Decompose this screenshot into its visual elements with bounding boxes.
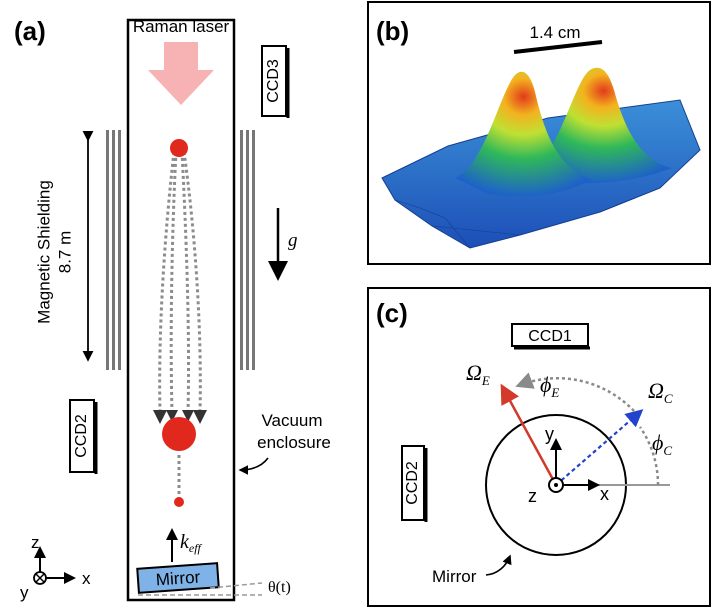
density-surface xyxy=(381,67,701,249)
phi-c-sub: C xyxy=(663,443,672,458)
ccd2-label: CCD2 xyxy=(73,414,90,458)
ccd2-c-box xyxy=(401,445,425,521)
panel-a: (a) Raman laser CCD3 Magnetic Shielding … xyxy=(14,16,331,602)
keff-main: k xyxy=(180,531,190,553)
omega-c-vector xyxy=(555,409,644,486)
omega-e-label: ΩE xyxy=(466,360,490,388)
ccd1-label: CCD1 xyxy=(528,328,572,345)
panel-b-frame xyxy=(367,1,711,265)
theta-label: θ(t) xyxy=(268,579,291,596)
trajectory-arrowhead-right xyxy=(193,410,207,424)
axis-x-label-a: x xyxy=(82,569,91,588)
omega-c-label: ΩC xyxy=(648,378,673,406)
omega-c-sub: C xyxy=(664,391,673,406)
ccd2-box xyxy=(69,399,95,473)
magnetic-shielding-left xyxy=(106,130,121,370)
mirror-a: Mirror xyxy=(136,562,220,594)
mirror-c-label: Mirror xyxy=(432,567,477,586)
theta-tilt-line xyxy=(209,582,263,589)
atom-trajectories xyxy=(158,151,202,498)
shielding-label: Magnetic Shielding xyxy=(34,180,53,324)
axis-x-c-label: x xyxy=(600,484,609,504)
phi-c-label: ϕC xyxy=(652,430,672,458)
shielding-length: 8.7 m xyxy=(55,231,74,274)
keff-label: keff xyxy=(180,531,203,555)
phi-c-main: ϕ xyxy=(652,430,663,455)
omega-e-main: Ω xyxy=(466,360,482,385)
raman-laser-label: Raman laser xyxy=(133,17,230,36)
vacuum-label-line1: Vacuum xyxy=(261,411,322,430)
phi-e-main: ϕ xyxy=(540,372,551,397)
atom-cloud-bottom xyxy=(162,417,196,451)
omega-c-main: Ω xyxy=(648,378,664,403)
panel-c: (c) CCD1 CCD2 y x z ΩE Ω xyxy=(367,287,711,607)
mirror-a-label: Mirror xyxy=(155,567,201,589)
atom-cloud-top xyxy=(170,139,188,157)
axis-y-label-a: y xyxy=(20,583,29,602)
phi-e-arc xyxy=(515,372,635,412)
phi-e-label: ϕE xyxy=(540,372,559,400)
scale-bar xyxy=(513,40,603,54)
peak-left xyxy=(455,71,592,197)
vacuum-label-line2: enclosure xyxy=(257,433,331,452)
ccd2-c-label: CCD2 xyxy=(404,461,421,505)
omega-e-sub: E xyxy=(481,373,490,388)
ccd3-label: CCD3 xyxy=(265,59,282,103)
panel-a-label: (a) xyxy=(14,16,46,46)
trajectory-arrowhead-mid xyxy=(166,410,178,422)
vacuum-tube xyxy=(126,18,236,602)
trajectory-arrowhead-left xyxy=(153,410,167,424)
peak-right xyxy=(535,67,672,184)
trajectory-arrowhead-mid2 xyxy=(182,410,194,422)
panel-b-label: (b) xyxy=(376,16,409,46)
axis-z-c-label: z xyxy=(528,486,537,506)
atom-cloud-small xyxy=(174,497,184,507)
axis-y-c-label: y xyxy=(545,424,554,444)
ccd3-box xyxy=(261,45,287,117)
panel-c-frame xyxy=(367,287,711,607)
coordinate-axes-a: z y x xyxy=(20,533,91,602)
mirror-c-pointer xyxy=(485,554,512,576)
vacuum-pointer xyxy=(238,457,269,475)
phi-c-arc xyxy=(638,426,660,486)
axis-z-label-a: z xyxy=(31,533,40,552)
keff-sub: eff xyxy=(189,541,203,555)
panel-c-label: (c) xyxy=(376,298,408,328)
omega-e-vector xyxy=(500,383,558,486)
phi-e-sub: E xyxy=(550,385,559,400)
scale-label: 1.4 cm xyxy=(529,23,580,42)
raman-laser-beam xyxy=(148,42,214,105)
panel-b: (b) 1.4 cm xyxy=(367,1,711,265)
ccd1-box xyxy=(511,323,589,347)
magnetic-shielding-right xyxy=(240,130,255,370)
gravity-label: g xyxy=(288,230,298,251)
